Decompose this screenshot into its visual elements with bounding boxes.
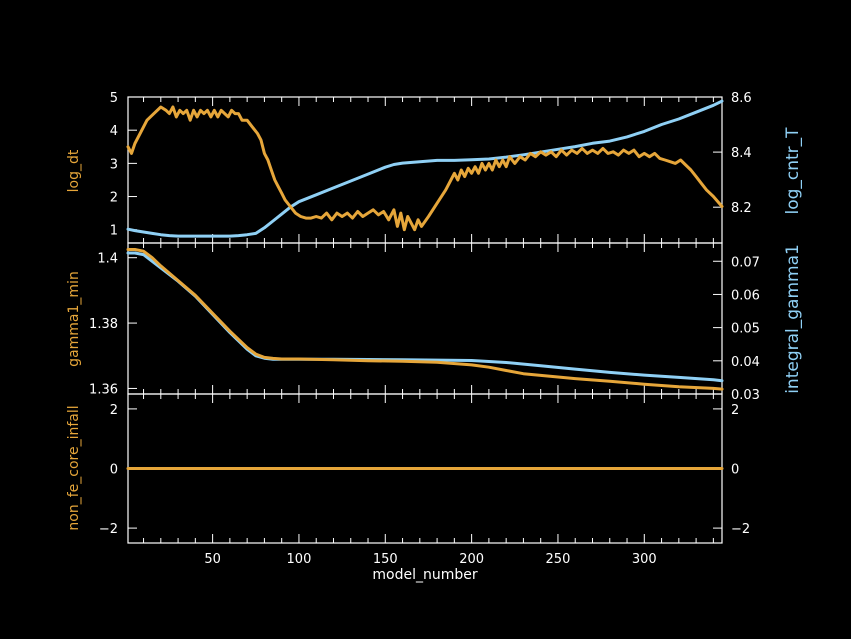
right-axis-title-middle: integral_gamma1 [783,244,803,394]
left-tick-label-middle: 1.36 [89,382,118,397]
panel-top: 1 2 3 4 5 8.2 8.4 8.6 [110,91,752,244]
x-tick-label: 250 [546,552,571,567]
right-tick-label-middle: 0.03 [731,388,760,403]
right-tick-label-middle: 0.04 [731,355,760,370]
x-tick-label: 50 [204,552,221,567]
left-axis-title-middle: gamma1_min [66,271,82,367]
left-tick-label-top: 5 [110,91,118,106]
left-tick-label-top: 2 [110,191,118,206]
right-tick-label-middle: 0.05 [731,322,760,337]
series-line-log-dt [126,105,724,232]
left-axis-title-bottom: non_fe_core_infall [66,405,82,530]
left-axis-title-top: log_dt [66,149,82,192]
left-tick-label-top: 3 [110,157,118,172]
right-tick-label-bottom: 0 [731,463,739,478]
panel-middle: 1.36 1.38 1.4 0.03 0.04 0.05 0.06 0.07 [89,242,760,403]
left-tick-label-top: 4 [110,124,118,139]
x-tick-label: 150 [373,552,398,567]
left-tick-label-bottom: −2 [99,522,118,537]
x-tick-label: 200 [459,552,484,567]
right-axis-title-top: log_cntr_T [783,127,803,215]
left-tick-label-middle: 1.38 [89,317,118,332]
series-line-log-cntr-T [126,99,724,238]
right-tick-label-bottom: −2 [731,522,750,537]
left-tick-label-bottom: 2 [110,403,118,418]
right-tick-label-top: 8.4 [731,146,752,161]
right-tick-label-middle: 0.07 [731,255,760,270]
right-tick-label-top: 8.6 [731,91,752,106]
right-tick-label-bottom: 2 [731,403,739,418]
right-tick-label-top: 8.2 [731,201,752,216]
left-tick-label-bottom: 0 [110,463,118,478]
series-line-gamma1-min [126,248,724,391]
x-tick-label: 300 [632,552,657,567]
left-tick-label-middle: 1.4 [97,252,118,267]
right-tick-label-middle: 0.06 [731,288,760,303]
x-tick-label: 100 [287,552,312,567]
left-tick-label-top: 1 [110,224,118,239]
x-axis-title: model_number [372,567,477,583]
